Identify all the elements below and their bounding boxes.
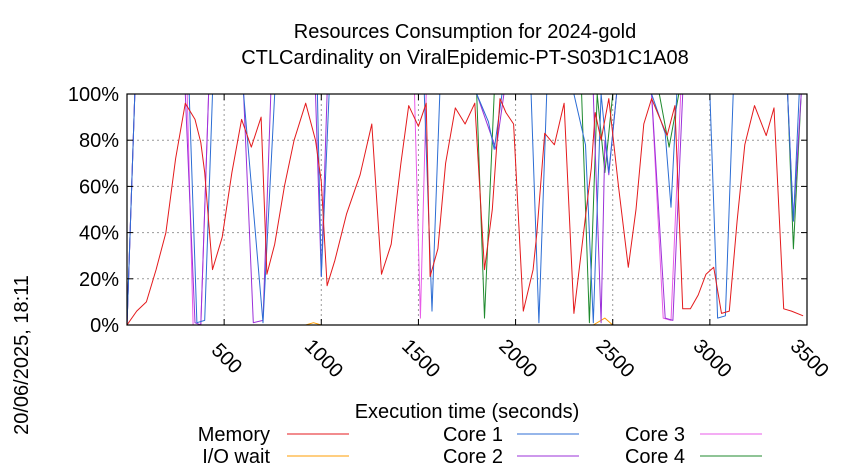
grid-layer: [127, 94, 807, 325]
y-tick-label: 80%: [79, 130, 119, 152]
plot-frame: [126, 93, 808, 326]
timestamp-label: 20/06/2025, 18:11: [11, 275, 33, 435]
x-axis-label: Execution time (seconds): [355, 401, 580, 423]
tick-layer: 0% 20% 40% 60% 80% 100% 500 1000 1500 2000 2500 300…: [68, 84, 833, 382]
legend-label-i-o-wait: I/O wait: [202, 446, 270, 468]
series-line-core-1: [126, 93, 807, 326]
chart-title: Resources Consumption for 2024-gold: [294, 21, 636, 43]
x-tick-label: 3500: [786, 335, 833, 382]
y-tick-label: 60%: [79, 176, 119, 198]
x-tick-label: 2000: [494, 335, 541, 382]
y-tick-label: 40%: [79, 223, 119, 245]
series-line-core-4: [126, 93, 807, 326]
series-line-memory: [126, 98, 804, 326]
chart-subtitle: CTLCardinality on ViralEpidemic-PT-S03D1…: [241, 47, 689, 69]
legend-label-core-1: Core 1: [443, 424, 503, 446]
x-tick-label: 1500: [397, 335, 444, 382]
x-tick-label: 3000: [689, 335, 736, 382]
legend-label-memory: Memory: [198, 424, 270, 446]
x-tick-label: 2500: [591, 335, 638, 382]
series-line-i-o-wait: [127, 317, 807, 326]
y-tick-label: 20%: [79, 269, 119, 291]
y-tick-label: 0%: [90, 315, 119, 337]
legend-label-core-4: Core 4: [625, 446, 685, 468]
series-layer: [126, 93, 807, 326]
series-line-core-2: [126, 93, 807, 326]
legend-label-core-3: Core 3: [625, 424, 685, 446]
x-tick-label: 500: [207, 339, 246, 378]
y-tick-label: 100%: [68, 84, 119, 106]
legend-label-core-2: Core 2: [443, 446, 503, 468]
x-tick-label: 1000: [300, 335, 347, 382]
series-line-core-3: [126, 93, 807, 326]
